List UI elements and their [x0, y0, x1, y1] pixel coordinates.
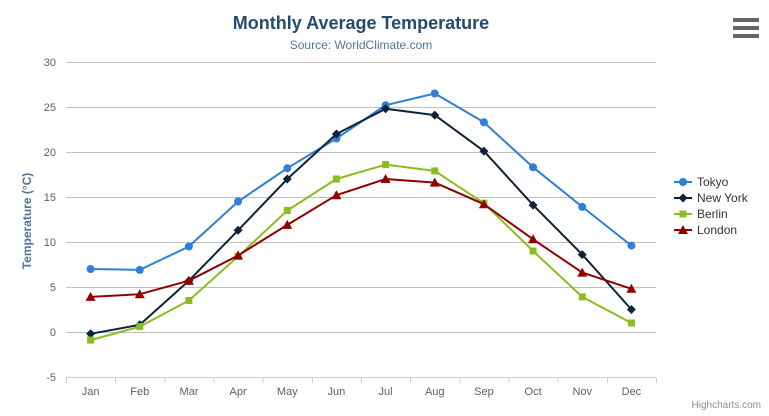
y-axis-label: 0 — [50, 327, 56, 339]
x-axis-label: Nov — [572, 386, 592, 398]
x-axis-label: May — [277, 386, 298, 398]
series-point-berlin[interactable] — [382, 161, 390, 169]
y-axis-label: 5 — [50, 282, 56, 294]
series-point-new-york[interactable] — [282, 174, 292, 184]
legend-square-icon — [674, 210, 692, 218]
series-point-new-york[interactable] — [430, 110, 440, 120]
series-point-new-york[interactable] — [528, 200, 538, 210]
series-line-new-york[interactable] — [89, 107, 633, 335]
legend-diamond-icon — [674, 193, 692, 203]
x-axis-label: Sep — [474, 386, 494, 398]
series-point-london[interactable] — [478, 199, 489, 209]
legend-item-london[interactable]: London — [674, 223, 748, 237]
legend-label: Berlin — [697, 207, 728, 221]
series-point-berlin[interactable] — [87, 336, 95, 344]
series-point-london[interactable] — [380, 174, 391, 183]
series-point-new-york[interactable] — [577, 250, 587, 260]
series-point-new-york[interactable] — [626, 305, 636, 314]
legend-symbol-marker — [679, 178, 687, 186]
series-point-new-york[interactable] — [479, 146, 489, 156]
series-point-tokyo[interactable] — [184, 242, 193, 251]
chart-title: Monthly Average Temperature — [232, 13, 490, 33]
x-axis-label: Oct — [525, 386, 542, 398]
legend-item-berlin[interactable]: Berlin — [674, 207, 748, 221]
y-axis-label: 30 — [44, 57, 56, 69]
series-point-berlin[interactable] — [136, 323, 144, 331]
legend-item-new-york[interactable]: New York — [674, 191, 748, 205]
x-axis-label: Jul — [379, 386, 393, 398]
series-point-london[interactable] — [134, 289, 145, 299]
series-point-tokyo[interactable] — [135, 265, 144, 274]
export-menu-button[interactable] — [733, 18, 759, 38]
series-line-berlin[interactable] — [89, 163, 633, 342]
legend: Tokyo New York Berlin London — [674, 175, 748, 237]
hamburger-icon-bar — [733, 26, 759, 30]
legend-symbol-marker — [678, 225, 688, 234]
x-axis-label: Jan — [82, 386, 100, 398]
legend-symbol-marker — [678, 193, 688, 203]
legend-symbol-marker — [679, 210, 687, 218]
y-axis-label: 15 — [44, 192, 56, 204]
legend-circle-icon — [674, 178, 692, 186]
series-point-tokyo[interactable] — [86, 265, 95, 273]
series-point-london[interactable] — [233, 250, 244, 260]
series-line-london[interactable] — [89, 178, 633, 298]
series-point-berlin[interactable] — [627, 319, 635, 327]
series-point-london[interactable] — [626, 283, 637, 293]
x-axis-label: Mar — [179, 386, 198, 398]
series-point-tokyo[interactable] — [479, 118, 488, 127]
series-point-london[interactable] — [577, 267, 588, 277]
series-point-tokyo[interactable] — [578, 202, 587, 211]
legend-triangle-icon — [674, 225, 692, 234]
legend-item-tokyo[interactable]: Tokyo — [674, 175, 748, 189]
series-point-new-york[interactable] — [86, 329, 96, 339]
hamburger-icon-bar — [733, 34, 759, 38]
legend-label: London — [697, 223, 738, 237]
series-point-london[interactable] — [183, 275, 194, 285]
x-axis-label: Feb — [130, 386, 149, 398]
x-axis-label: Jun — [328, 386, 346, 398]
y-axis-label: 25 — [44, 102, 56, 114]
series-point-tokyo[interactable] — [627, 241, 636, 250]
series-point-tokyo[interactable] — [529, 163, 538, 172]
series-point-berlin[interactable] — [185, 297, 193, 304]
series-point-new-york[interactable] — [233, 225, 243, 235]
legend-label: New York — [697, 191, 748, 205]
series-point-berlin[interactable] — [431, 167, 439, 175]
credits-link[interactable]: Highcharts.com — [691, 400, 761, 411]
series-point-london[interactable] — [282, 219, 293, 229]
x-axis-label: Dec — [622, 386, 642, 398]
series-point-berlin[interactable] — [283, 207, 291, 214]
series-point-berlin[interactable] — [529, 247, 537, 255]
series-point-london[interactable] — [85, 291, 96, 301]
x-axis-label: Aug — [425, 386, 445, 398]
chart-subtitle: Source: WorldClimate.com — [289, 38, 433, 52]
legend-label: Tokyo — [697, 175, 729, 189]
series-line-tokyo[interactable] — [89, 92, 633, 271]
series-point-tokyo[interactable] — [234, 197, 243, 206]
series-point-tokyo[interactable] — [430, 89, 439, 98]
y-axis-label: -5 — [46, 372, 56, 384]
series-point-berlin[interactable] — [332, 175, 340, 183]
series-point-tokyo[interactable] — [283, 164, 292, 173]
y-axis-label: 20 — [44, 147, 56, 159]
series-point-new-york[interactable] — [331, 129, 341, 139]
series-point-london[interactable] — [528, 234, 539, 244]
series-point-london[interactable] — [429, 177, 440, 187]
y-axis-label: 10 — [44, 237, 56, 249]
series-point-berlin[interactable] — [578, 293, 586, 301]
series-point-london[interactable] — [331, 190, 342, 200]
hamburger-icon-bar — [733, 18, 759, 22]
x-axis-label: Apr — [230, 386, 247, 398]
series-point-new-york[interactable] — [381, 104, 391, 114]
